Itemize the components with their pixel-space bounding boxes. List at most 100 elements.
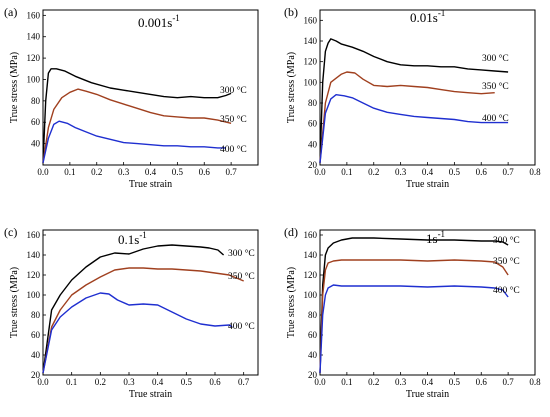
strain-rate-annotation: 0.01s-1 bbox=[410, 8, 445, 25]
y-tick-label: 80 bbox=[308, 98, 318, 108]
y-axis-label: True stress (MPa) bbox=[286, 52, 297, 123]
x-tick-label: 0.3 bbox=[395, 167, 407, 177]
y-tick-label: 140 bbox=[304, 36, 318, 46]
y-tick-label: 80 bbox=[31, 310, 41, 320]
y-tick-label: 80 bbox=[308, 310, 318, 320]
panel-label: (a) bbox=[4, 5, 17, 19]
x-axis-label: True strain bbox=[406, 389, 449, 400]
series-line-400c bbox=[319, 284, 509, 374]
series-label: 400 °C bbox=[228, 321, 255, 332]
series-line-350c bbox=[319, 71, 495, 163]
y-tick-label: 20 bbox=[308, 160, 318, 170]
x-tick-label: 0.1 bbox=[341, 167, 352, 177]
series-line-300c bbox=[42, 244, 225, 374]
y-tick-label: 120 bbox=[304, 57, 318, 67]
plot-frame bbox=[42, 229, 259, 376]
x-tick-label: 0.6 bbox=[476, 377, 488, 387]
y-tick-label: 60 bbox=[308, 119, 318, 129]
y-tick-label: 40 bbox=[308, 139, 318, 149]
series-line-350c bbox=[42, 88, 232, 164]
y-tick-label: 40 bbox=[308, 350, 318, 360]
y-tick-label: 100 bbox=[304, 290, 318, 300]
x-tick-label: 0.1 bbox=[64, 167, 75, 177]
y-tick-label: 140 bbox=[27, 32, 41, 42]
chart-panel-a: 0.0 0.1 0.2 0.3 0.4 0.5 0.6 0.7 40 60 80 100 120 140 1… bbox=[4, 5, 259, 190]
y-tick-label: 140 bbox=[304, 250, 318, 260]
x-tick-label: 0.1 bbox=[66, 377, 77, 387]
series-label: 300 °C bbox=[482, 53, 509, 64]
y-tick-label: 100 bbox=[27, 290, 41, 300]
x-tick-label: 0.3 bbox=[118, 167, 130, 177]
x-tick-label: 0.8 bbox=[529, 377, 541, 387]
x-tick-label: 0.6 bbox=[209, 377, 221, 387]
series-label: 400 °C bbox=[493, 285, 520, 296]
y-tick-label: 120 bbox=[27, 53, 41, 63]
strain-rate-annotation: 0.1s-1 bbox=[118, 230, 147, 247]
series-line-350c bbox=[42, 267, 244, 374]
chart-panel-c: 0.0 0.1 0.2 0.3 0.4 0.5 0.6 0.7 20 40 60 80 100 120 14… bbox=[4, 225, 259, 400]
x-tick-label: 0.7 bbox=[226, 167, 238, 177]
strain-rate-value: 1s bbox=[426, 231, 438, 246]
y-tick-label: 20 bbox=[308, 370, 318, 380]
x-tick-label: 0.7 bbox=[503, 377, 515, 387]
y-tick-label: 60 bbox=[308, 330, 318, 340]
x-tick-label: 0.4 bbox=[422, 377, 434, 387]
y-tick-label: 60 bbox=[31, 330, 41, 340]
strain-rate-value: 0.01s bbox=[410, 10, 438, 25]
x-tick-label: 0.5 bbox=[181, 377, 193, 387]
x-tick-label: 0.0 bbox=[314, 167, 326, 177]
y-tick-label: 160 bbox=[304, 230, 318, 240]
strain-rate-exponent: -1 bbox=[438, 8, 446, 18]
strain-rate-exponent: -1 bbox=[172, 13, 180, 23]
x-tick-label: 0.2 bbox=[368, 377, 379, 387]
y-tick-label: 100 bbox=[27, 74, 41, 84]
series-line-350c bbox=[319, 259, 509, 374]
x-axis-label: True strain bbox=[406, 179, 449, 190]
series-line-400c bbox=[319, 93, 509, 163]
x-tick-label: 0.4 bbox=[152, 377, 164, 387]
strain-rate-annotation: 0.001s-1 bbox=[138, 13, 180, 30]
y-tick-label: 140 bbox=[27, 250, 41, 260]
x-tick-label: 0.3 bbox=[123, 377, 135, 387]
x-tick-label: 0.0 bbox=[37, 377, 49, 387]
y-tick-label: 40 bbox=[31, 350, 41, 360]
x-tick-label: 0.5 bbox=[449, 167, 461, 177]
y-tick-label: 120 bbox=[304, 270, 318, 280]
series-label: 350 °C bbox=[220, 114, 247, 125]
panel-label: (c) bbox=[4, 225, 17, 239]
series-label: 400 °C bbox=[220, 144, 247, 155]
x-tick-label: 0.5 bbox=[449, 377, 461, 387]
y-tick-label: 100 bbox=[304, 77, 318, 87]
x-tick-label: 0.2 bbox=[95, 377, 106, 387]
series-label: 300 °C bbox=[228, 248, 255, 259]
x-tick-label: 0.7 bbox=[238, 377, 250, 387]
x-tick-label: 0.0 bbox=[314, 377, 326, 387]
chart-panel-b: 0.0 0.1 0.2 0.3 0.4 0.5 0.6 0.7 0.8 20 40 60 80 100 12… bbox=[284, 5, 541, 190]
strain-rate-annotation: 1s-1 bbox=[426, 229, 445, 246]
x-tick-label: 0.7 bbox=[503, 167, 515, 177]
y-tick-label: 80 bbox=[31, 96, 41, 106]
y-tick-label: 20 bbox=[31, 370, 41, 380]
x-tick-label: 0.6 bbox=[476, 167, 488, 177]
x-axis-label: True strain bbox=[129, 389, 172, 400]
strain-rate-exponent: -1 bbox=[139, 230, 147, 240]
x-tick-label: 0.4 bbox=[145, 167, 157, 177]
x-tick-label: 0.0 bbox=[37, 167, 49, 177]
series-label: 350 °C bbox=[482, 81, 509, 92]
series-label: 400 °C bbox=[482, 113, 509, 124]
y-axis-label: True stress (MPa) bbox=[9, 267, 20, 338]
chart-panel-d: 0.0 0.1 0.2 0.3 0.4 0.5 0.6 0.7 0.8 20 40 60 80 100 12… bbox=[284, 225, 541, 400]
strain-rate-exponent: -1 bbox=[438, 229, 446, 239]
strain-rate-value: 0.001s bbox=[138, 15, 172, 30]
y-tick-label: 40 bbox=[31, 139, 41, 149]
series-label: 350 °C bbox=[228, 271, 255, 282]
x-tick-label: 0.2 bbox=[368, 167, 379, 177]
y-tick-label: 160 bbox=[27, 10, 41, 20]
x-axis-label: True strain bbox=[129, 179, 172, 190]
strain-rate-value: 0.1s bbox=[118, 232, 139, 247]
x-tick-label: 0.3 bbox=[395, 377, 407, 387]
x-tick-label: 0.4 bbox=[422, 167, 434, 177]
plot-frame bbox=[319, 229, 536, 376]
series-line-300c bbox=[319, 38, 509, 163]
